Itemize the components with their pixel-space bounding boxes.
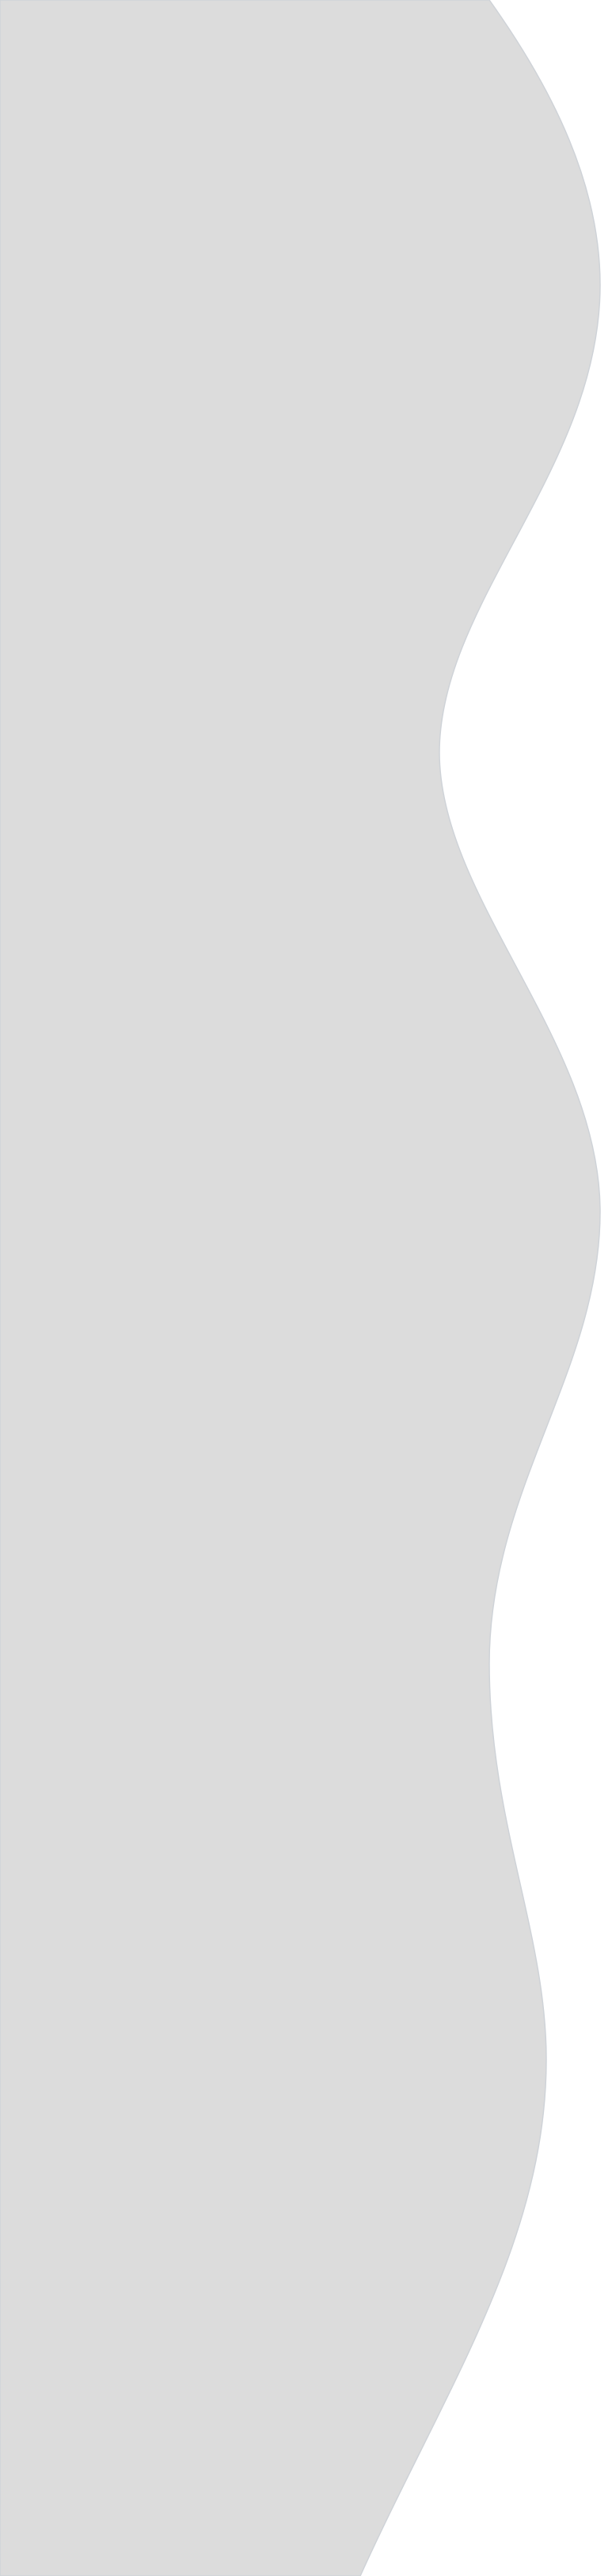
- page-canvas: [0, 0, 601, 2576]
- decorative-wave-background: [0, 0, 601, 2576]
- wavy-grey-panel: [0, 0, 601, 2576]
